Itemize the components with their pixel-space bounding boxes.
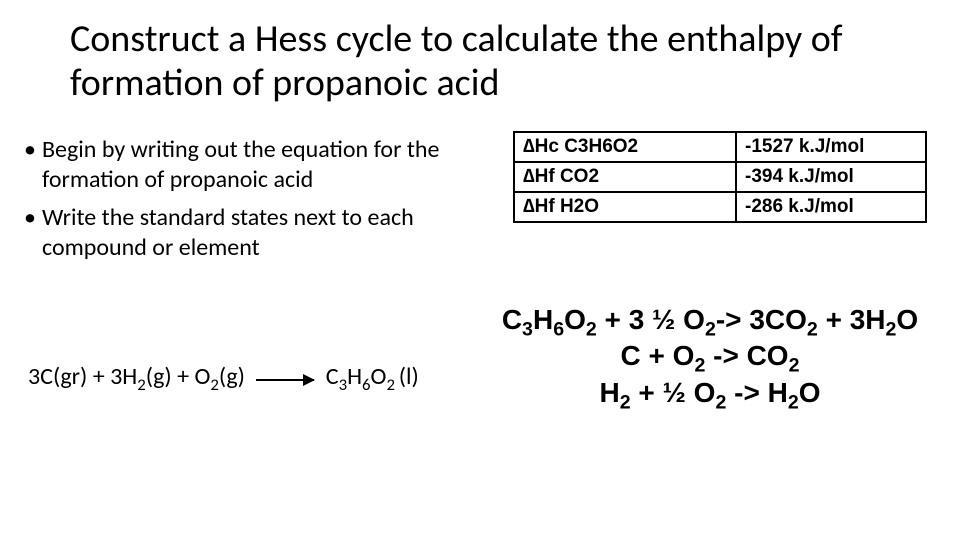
table-row: ∆Hf CO2 -394 k.J/mol (514, 162, 926, 192)
reaction-line: C3H6O2 + 3 ½ O2-> 3CO2 + 3H2O (465, 302, 955, 338)
table-cell: ∆Hf H2O (514, 192, 736, 222)
slide: Construct a Hess cycle to calculate the … (0, 0, 960, 540)
arrow-icon (256, 364, 314, 393)
table-row: ∆Hc C3H6O2 -1527 k.J/mol (514, 132, 926, 162)
slide-title: Construct a Hess cycle to calculate the … (70, 18, 890, 105)
enthalpy-table: ∆Hc C3H6O2 -1527 k.J/mol ∆Hf CO2 -394 k.… (513, 131, 927, 223)
table-cell: -394 k.J/mol (736, 162, 926, 192)
bullet-item: Begin by writing out the equation for th… (24, 135, 474, 195)
reaction-line: C + O2 -> CO2 (465, 338, 955, 374)
bullet-item: Write the standard states next to each c… (24, 203, 474, 263)
table-cell: -286 k.J/mol (736, 192, 926, 222)
table-cell: ∆Hf CO2 (514, 162, 736, 192)
table-row: ∆Hf H2O -286 k.J/mol (514, 192, 926, 222)
formation-equation: 3C(gr) + 3H2(g) + O2(g) C3H6O2 (l) (28, 362, 419, 393)
table-cell: ∆Hc C3H6O2 (514, 132, 736, 162)
bullet-list: Begin by writing out the equation for th… (24, 135, 474, 271)
formation-lhs: 3C(gr) + 3H2(g) + O2(g) (28, 362, 245, 391)
reaction-line: H2 + ½ O2 -> H2O (465, 375, 955, 411)
table-cell: -1527 k.J/mol (736, 132, 926, 162)
formation-rhs: C3H6O2 (l) (326, 362, 419, 391)
reaction-equations: C3H6O2 + 3 ½ O2-> 3CO2 + 3H2O C + O2 -> … (465, 302, 955, 411)
